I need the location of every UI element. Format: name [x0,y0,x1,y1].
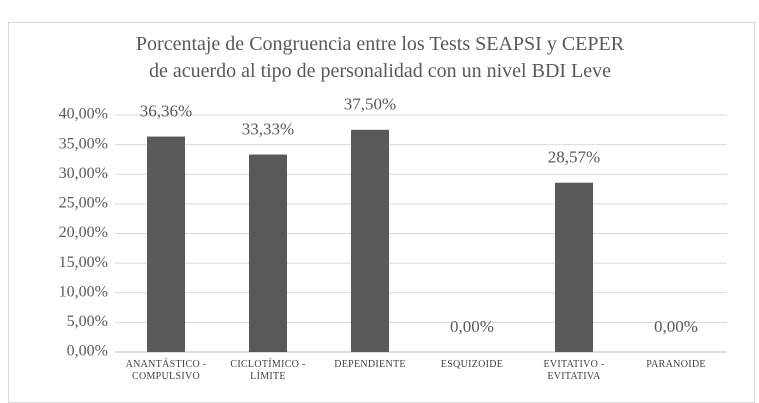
bar [555,182,593,352]
y-tick-label: 10,00% [59,283,108,300]
data-label: 36,36% [140,101,192,120]
y-tick-label: 35,00% [59,135,108,152]
y-tick-label: 40,00% [59,106,108,123]
data-label: 37,50% [344,95,396,114]
data-label: 28,57% [548,148,600,167]
x-tick-label: CICLOTÍMICO - LÍMITE [230,359,306,382]
x-tick-label: EVITATIVO - EVITATIVA [543,359,605,382]
y-tick-label: 0,00% [67,343,108,360]
data-label: 0,00% [654,317,698,336]
x-tick-label: DEPENDIENTE [334,359,406,370]
data-label: 33,33% [242,119,294,138]
y-tick-label: 30,00% [59,165,108,182]
bar [249,154,287,352]
chart-title: Porcentaje de Congruencia entre los Test… [136,33,625,82]
bar [147,136,185,352]
x-tick-label: ESQUIZOIDE [440,359,504,370]
bar [351,129,389,352]
x-tick-label: PARANOIDE [646,359,706,370]
data-label: 0,00% [450,317,494,336]
y-tick-label: 25,00% [59,195,108,212]
y-tick-label: 20,00% [59,224,108,241]
x-tick-label: ANANTÁSTICO - COMPULSIVO [125,359,207,382]
y-tick-label: 5,00% [67,313,108,330]
y-tick-label: 15,00% [59,254,108,271]
